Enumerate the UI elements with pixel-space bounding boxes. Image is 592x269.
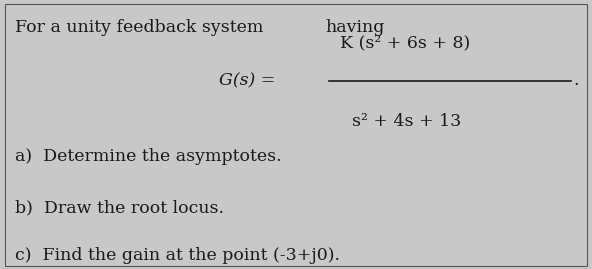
Text: .: .: [573, 72, 578, 89]
Text: c)  Find the gain at the point (-3+j0).: c) Find the gain at the point (-3+j0).: [15, 247, 340, 264]
Text: For a unity feedback system: For a unity feedback system: [15, 19, 263, 36]
Text: s² + 4s + 13: s² + 4s + 13: [352, 112, 462, 130]
Text: a)  Determine the asymptotes.: a) Determine the asymptotes.: [15, 148, 281, 165]
Text: having: having: [326, 19, 385, 36]
Text: G(s) =: G(s) =: [219, 72, 275, 89]
Text: b)  Draw the root locus.: b) Draw the root locus.: [15, 199, 224, 216]
Text: K (s² + 6s + 8): K (s² + 6s + 8): [340, 34, 471, 52]
